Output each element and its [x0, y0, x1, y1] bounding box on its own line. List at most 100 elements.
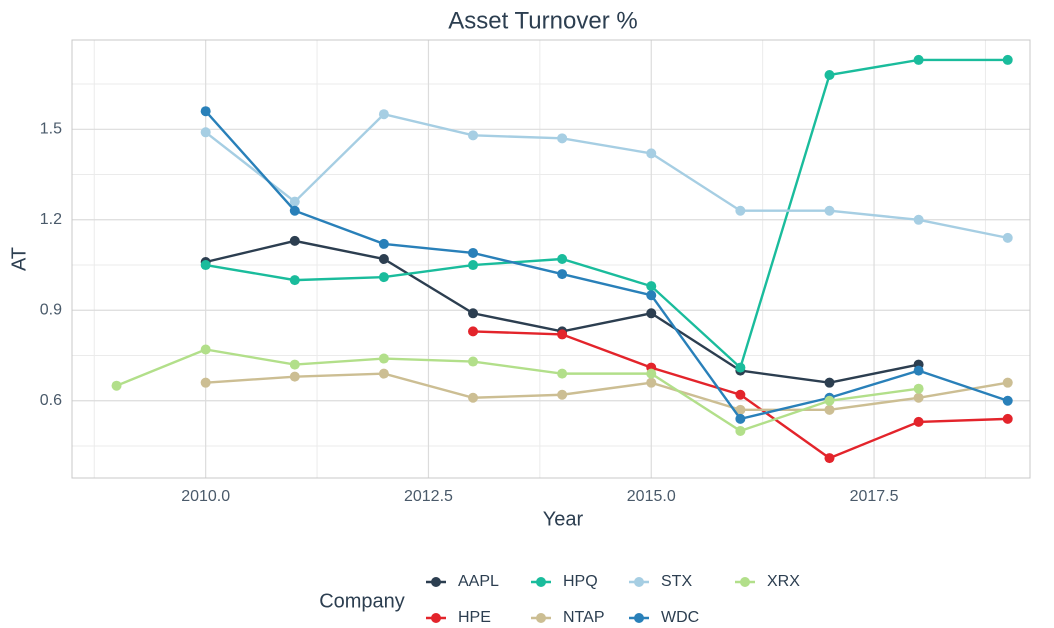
legend-label: WDC: [661, 609, 699, 626]
point: [824, 395, 835, 406]
point: [913, 54, 924, 65]
x-axis-title: Year: [543, 508, 584, 530]
legend-title: Company: [319, 590, 405, 612]
point: [378, 368, 389, 379]
point: [289, 275, 300, 286]
point: [200, 106, 211, 117]
point: [289, 196, 300, 207]
point: [1002, 54, 1013, 65]
legend-label: HPE: [458, 609, 491, 626]
point: [289, 205, 300, 216]
point: [378, 272, 389, 283]
point: [200, 344, 211, 355]
y-tick-label: 1.5: [40, 121, 62, 138]
point: [735, 413, 746, 424]
x-tick-label: 2012.5: [404, 488, 453, 505]
point: [468, 392, 479, 403]
point: [735, 205, 746, 216]
point: [1002, 232, 1013, 243]
point: [468, 130, 479, 141]
x-tick-label: 2010.0: [181, 488, 230, 505]
point: [824, 404, 835, 415]
point: [824, 69, 835, 80]
point: [200, 260, 211, 271]
point: [378, 254, 389, 264]
x-tick-label: 2015.0: [627, 488, 676, 505]
legend-label: STX: [661, 573, 692, 590]
point: [1002, 395, 1013, 406]
line: [205, 58, 1008, 370]
legend-item: HPE: [426, 609, 491, 626]
panel-border: [71, 39, 1031, 479]
point: [735, 404, 746, 415]
point: [557, 133, 568, 144]
point: [913, 214, 924, 225]
point: [468, 326, 479, 337]
line: [204, 112, 1008, 240]
legend-label: HPQ: [563, 573, 598, 590]
point: [1002, 413, 1013, 424]
point: [200, 127, 211, 138]
point: [378, 238, 389, 249]
point: [824, 453, 835, 464]
legend-item: AAPL: [426, 573, 499, 590]
point: [1002, 377, 1013, 388]
legend-item: HPQ: [531, 573, 598, 590]
line: [204, 110, 1009, 421]
point: [557, 269, 568, 280]
point: [289, 359, 300, 370]
point: [378, 109, 389, 120]
point: [824, 377, 835, 388]
point: [913, 383, 924, 394]
legend-key-point: [431, 613, 441, 623]
legend-item: NTAP: [531, 609, 604, 626]
x-tick-label: 2017.5: [850, 488, 899, 505]
legend-item: WDC: [629, 609, 699, 626]
legend-key-point: [536, 613, 546, 623]
point: [378, 353, 389, 364]
point: [824, 205, 835, 216]
y-tick-label: 1.2: [40, 211, 62, 228]
legend-key-point: [634, 577, 644, 587]
chart-title: Asset Turnover %: [448, 7, 637, 34]
line: [205, 372, 1008, 412]
point: [646, 308, 657, 319]
point: [557, 329, 568, 340]
legend-item: STX: [629, 573, 692, 590]
point: [289, 235, 300, 246]
point: [557, 389, 568, 400]
point: [468, 356, 479, 367]
legend-key-point: [634, 613, 644, 623]
point: [646, 290, 657, 301]
point: [289, 371, 300, 382]
point: [646, 377, 657, 388]
point: [111, 380, 122, 391]
y-tick-label: 0.6: [40, 392, 62, 409]
line: [116, 348, 919, 433]
point: [468, 247, 479, 258]
legend-item: XRX: [735, 573, 800, 590]
legend-key-point: [431, 577, 441, 587]
point: [646, 148, 657, 159]
point: [557, 254, 568, 264]
legend-key-point: [536, 577, 546, 587]
point: [735, 425, 746, 436]
point: [200, 377, 211, 388]
legend-key-point: [740, 577, 750, 587]
point: [468, 260, 479, 271]
point: [735, 389, 746, 400]
point: [913, 365, 924, 376]
point: [735, 362, 746, 373]
point: [557, 368, 568, 379]
point: [646, 368, 657, 379]
y-tick-label: 0.9: [40, 301, 62, 318]
point: [913, 392, 924, 403]
y-axis-title: AT: [8, 247, 30, 271]
legend-label: XRX: [767, 573, 800, 590]
point: [646, 281, 657, 292]
point: [913, 416, 924, 427]
legend-label: AAPL: [458, 573, 499, 590]
legend-label: NTAP: [563, 609, 604, 626]
